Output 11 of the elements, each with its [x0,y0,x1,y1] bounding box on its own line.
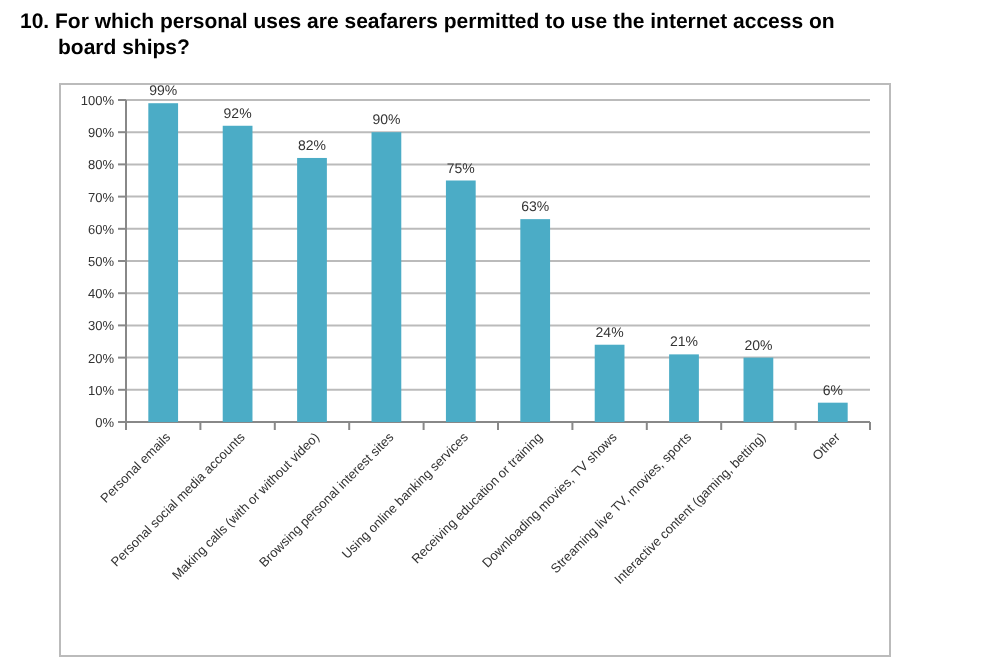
bar [222,125,253,422]
chart-title: 10. For which personal uses are seafarers permitted to use the internet access on board ships? [20,10,835,60]
bar [445,180,476,422]
bar [743,357,774,422]
bar [297,157,327,422]
bar [817,402,848,422]
bar [520,219,551,422]
bar [669,354,699,422]
bar [371,132,402,422]
bar [594,344,625,422]
bar [148,103,179,422]
